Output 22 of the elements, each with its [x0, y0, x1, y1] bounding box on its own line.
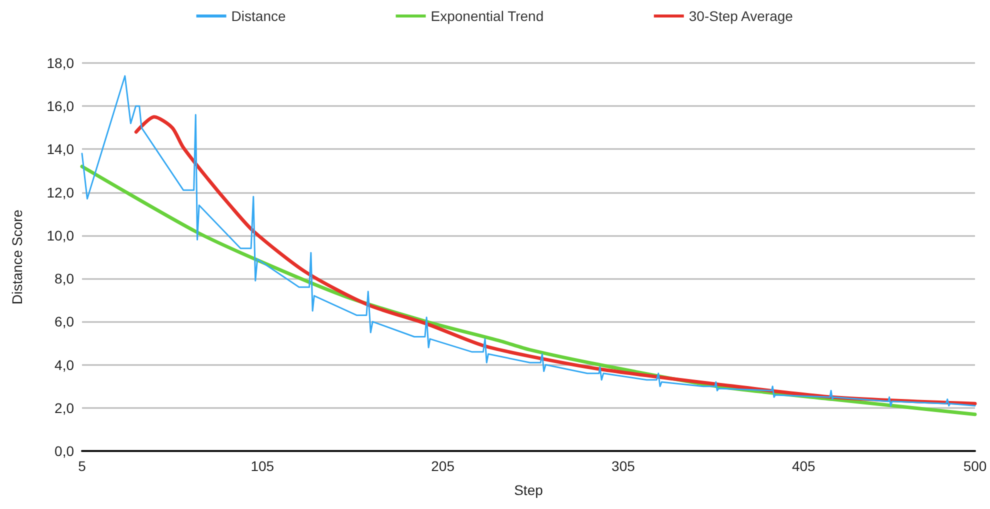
y-tick-label: 2,0	[54, 400, 74, 416]
x-axis-title: Step	[514, 482, 544, 498]
y-tick-label: 18,0	[46, 55, 74, 71]
y-tick-label: 0,0	[54, 443, 74, 459]
x-tick-label: 500	[963, 458, 987, 474]
y-tick-label: 12,0	[46, 184, 74, 200]
legend-label: Distance	[231, 8, 286, 24]
line-series	[81, 75, 976, 406]
legend-label: Exponential Trend	[430, 8, 544, 24]
legend-label: 30-Step Average	[688, 8, 794, 24]
x-tick-label: 405	[792, 458, 816, 474]
x-tick-label: 105	[250, 458, 274, 474]
y-tick-label: 4,0	[54, 356, 74, 373]
y-tick-label: 8,0	[54, 270, 74, 287]
y-tick-label: 6,0	[54, 314, 74, 330]
y-tick-label: 14,0	[46, 141, 74, 158]
x-tick-label: 305	[612, 458, 636, 474]
y-tick-label: 10,0	[46, 227, 74, 244]
y-axis-title: Distance Score	[9, 209, 25, 304]
y-tick-label: 16,0	[46, 98, 74, 114]
x-tick-label: 205	[431, 458, 455, 474]
x-tick-label: 5	[78, 458, 86, 474]
